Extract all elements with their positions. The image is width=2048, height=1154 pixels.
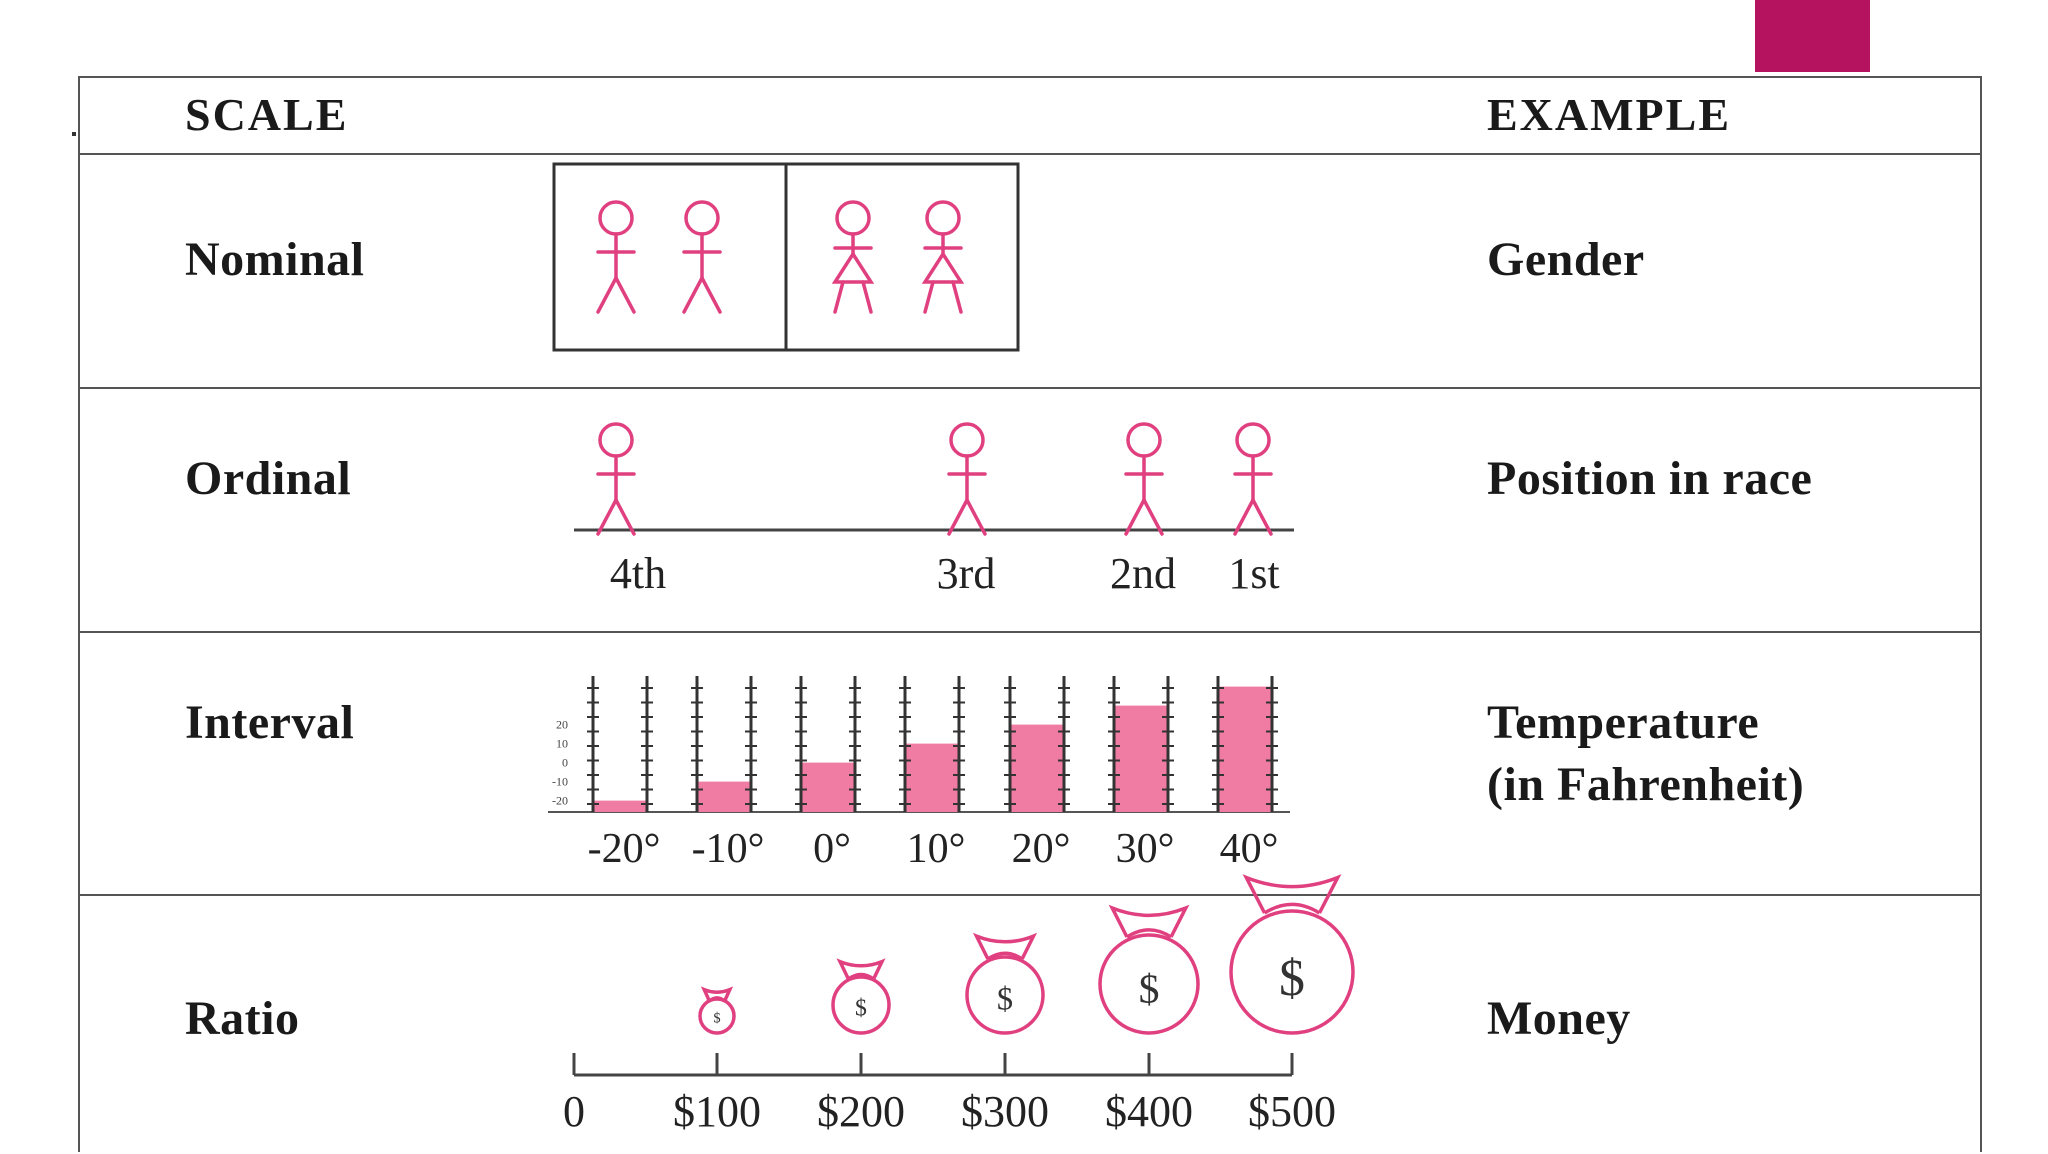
axis-tick-label: 10: [556, 737, 568, 751]
thermometer-bar-icon: [1108, 676, 1174, 812]
scale-name: Ratio: [185, 992, 300, 1045]
male-box: [552, 162, 788, 352]
slide-marker: [72, 132, 76, 136]
example-name-line-2: (in Fahrenheit): [1487, 758, 1805, 811]
dollar-symbol: $: [1139, 967, 1160, 1013]
money-bag-icon: $: [965, 932, 1045, 1035]
axis-tick-label: -10: [552, 775, 568, 789]
money-bag-icon: $: [831, 958, 891, 1035]
temperature-label: 20°: [1012, 826, 1071, 872]
dollar-symbol: $: [1279, 950, 1305, 1007]
position-label: 3rd: [937, 549, 996, 598]
scale-name: Ordinal: [185, 452, 352, 505]
position-label: 2nd: [1110, 549, 1176, 598]
header-row: SCALE EXAMPLE: [80, 78, 1980, 155]
money-label: $200: [817, 1087, 905, 1136]
temperature-bar: [697, 781, 751, 812]
thermometer-bar-icon: [1212, 676, 1278, 812]
female-figure-icon: [921, 200, 965, 314]
temperature-bar: [593, 800, 647, 812]
axis-tick-label: -20: [552, 794, 568, 808]
male-figure-icon: [596, 200, 636, 314]
thermometer-bar-icon: [691, 676, 757, 812]
dollar-symbol: $: [713, 1010, 720, 1026]
money-bag-icon: $: [698, 986, 736, 1035]
money-label: $100: [673, 1087, 761, 1136]
scale-name: Nominal: [185, 233, 365, 286]
temperature-label: -10°: [692, 826, 765, 872]
row-ordinal: Ordinal Position in race: [80, 389, 1980, 633]
money-bag-icon: $: [1098, 904, 1200, 1035]
temperature-label: 0°: [813, 826, 851, 872]
example-name-line-1: Temperature: [1487, 696, 1760, 749]
example-name: Money: [1487, 992, 1631, 1045]
runner-figure-icon: [1233, 422, 1273, 536]
position-label: 4th: [610, 549, 666, 598]
female-figure-icon: [831, 200, 875, 314]
temperature-label: 10°: [907, 826, 966, 872]
runner-figure-icon: [1124, 422, 1164, 536]
header-example: EXAMPLE: [1487, 89, 1731, 140]
money-label: 0: [563, 1087, 585, 1136]
temperature-bar: [1218, 686, 1272, 812]
runner-figure-icon: [947, 422, 987, 536]
dollar-symbol: $: [997, 980, 1013, 1016]
thermometer-bar-icon: [587, 676, 653, 812]
temperature-bar: [801, 762, 855, 812]
money-bag-icon: $: [1229, 874, 1355, 1035]
temperature-label: 30°: [1116, 826, 1175, 872]
thermometer-bar-icon: [899, 676, 965, 812]
dollar-symbol: $: [855, 996, 867, 1022]
position-label: 1st: [1228, 549, 1279, 598]
thermometer-bar-icon: [795, 676, 861, 812]
axis-tick-label: 0: [562, 756, 568, 770]
temperature-label: -20°: [588, 826, 661, 872]
row-ratio: Ratio Money: [80, 896, 1980, 1154]
temperature-label: 40°: [1220, 826, 1279, 872]
thermometer-bar-icon: [1004, 676, 1070, 812]
female-box: [784, 162, 1020, 352]
runner-figure-icon: [596, 422, 636, 536]
example-name: Position in race: [1487, 452, 1813, 505]
temperature-bar: [1010, 724, 1064, 812]
money-label: $400: [1105, 1087, 1193, 1136]
male-figure-icon: [682, 200, 722, 314]
money-label: $300: [961, 1087, 1049, 1136]
money-label: $500: [1248, 1087, 1336, 1136]
row-nominal: Nominal Gender: [80, 155, 1980, 389]
example-name: Gender: [1487, 233, 1645, 286]
temperature-bar: [1114, 705, 1168, 812]
row-interval: Interval Temperature (in Fahrenheit): [80, 633, 1980, 896]
temperature-bar: [905, 743, 959, 812]
accent-bar: [1755, 0, 1870, 72]
scale-name: Interval: [185, 696, 355, 749]
header-scale: SCALE: [185, 89, 349, 140]
scale-table: SCALE EXAMPLE Nominal Gender Ordinal Pos…: [78, 76, 1982, 1152]
axis-tick-label: 20: [556, 718, 568, 732]
